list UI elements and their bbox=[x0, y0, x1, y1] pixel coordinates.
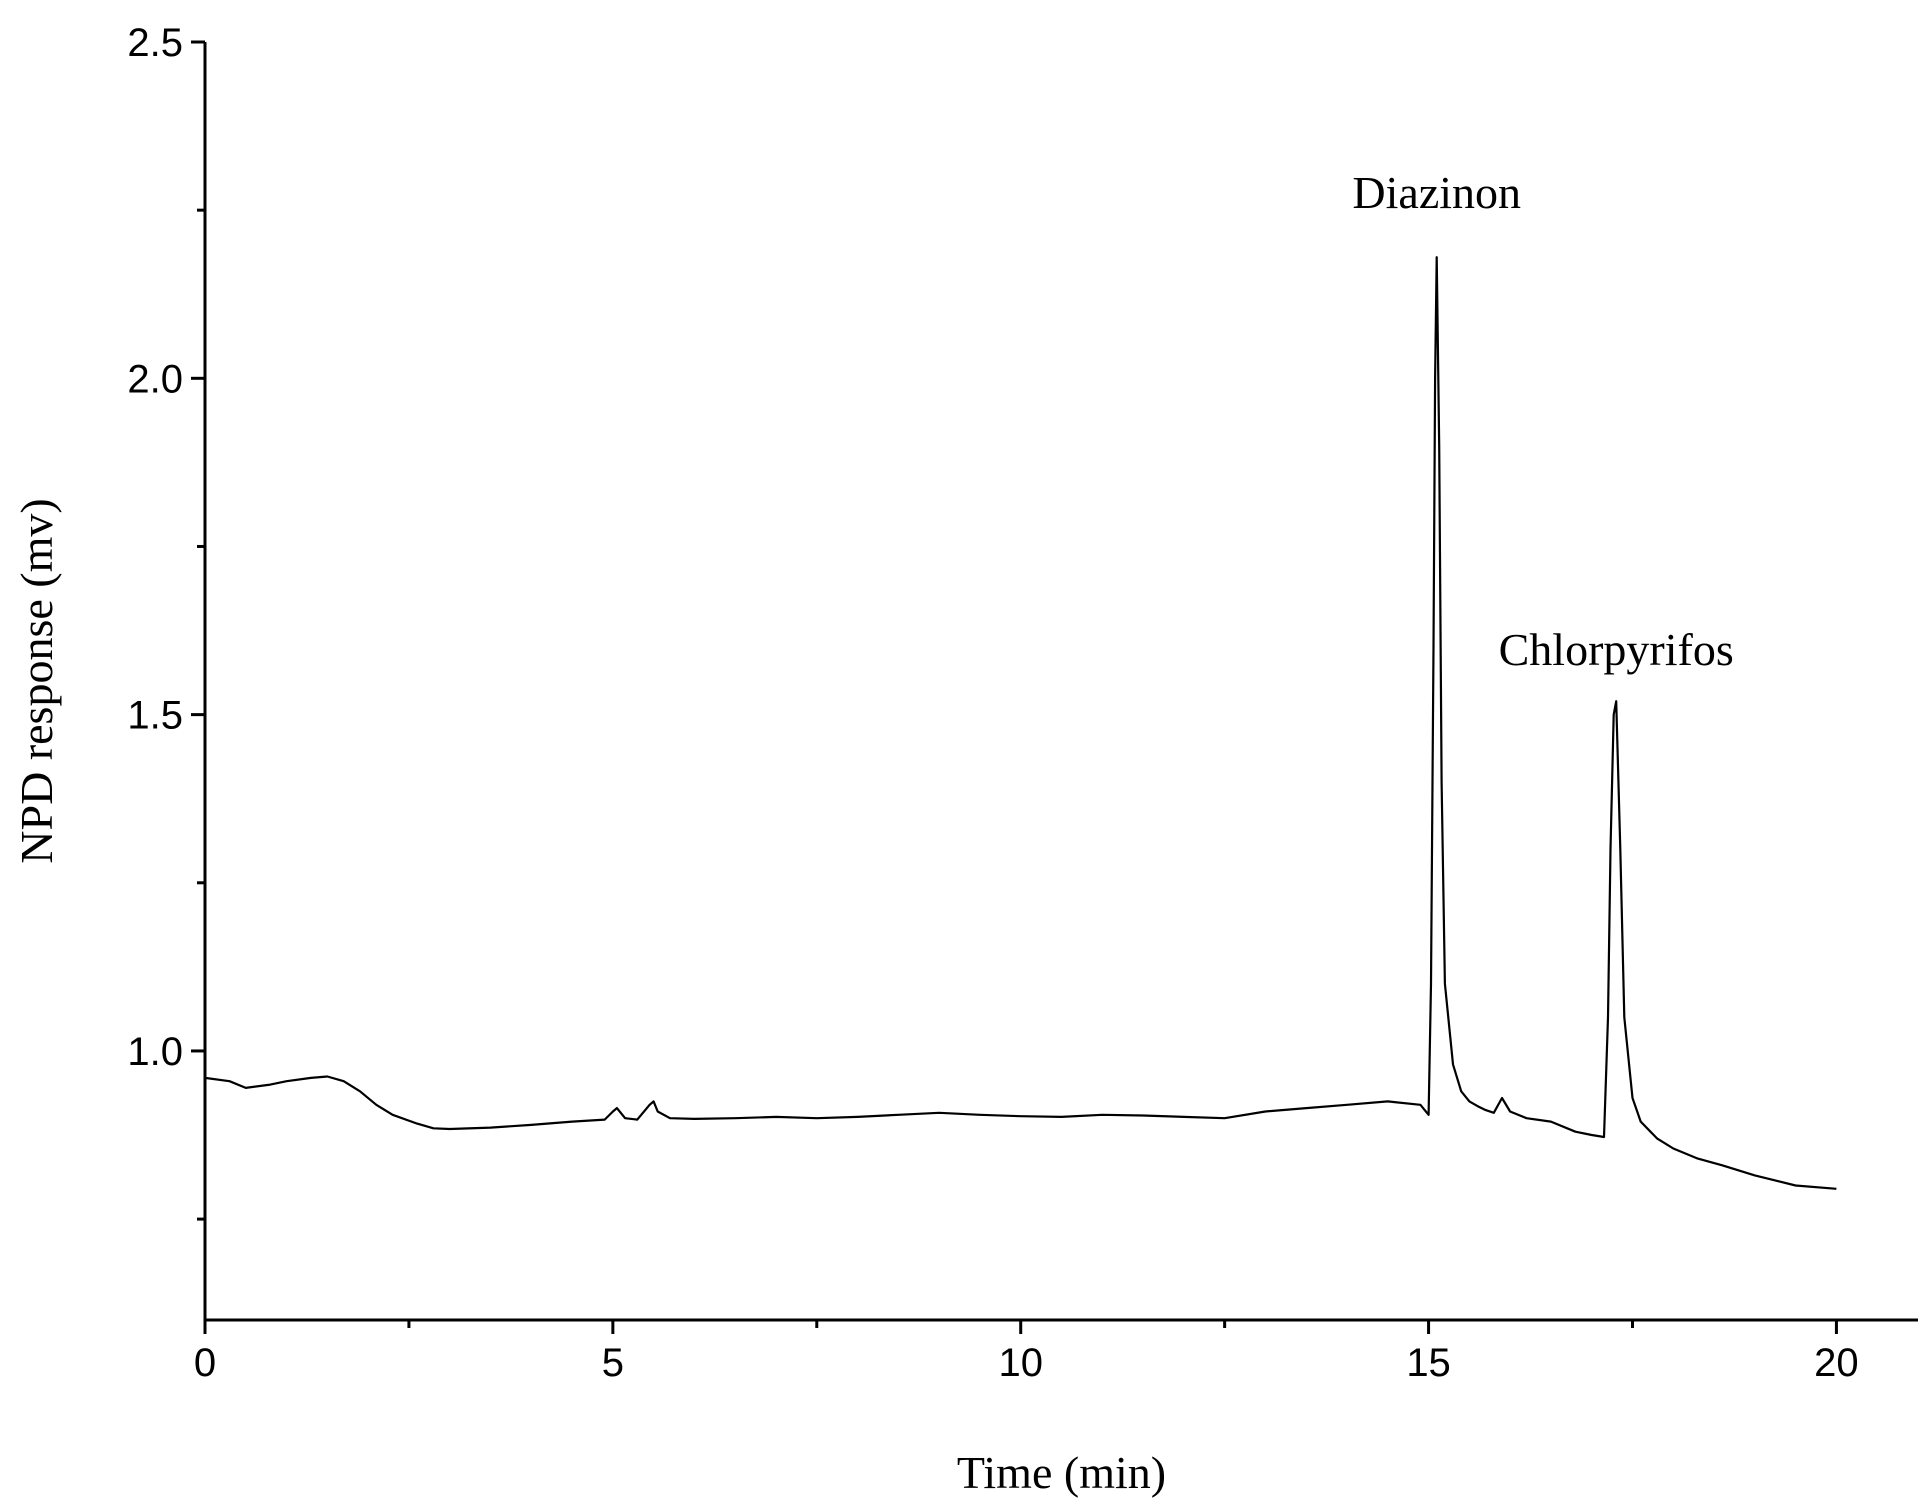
x-tick-label: 20 bbox=[1814, 1341, 1859, 1385]
x-tick-label: 0 bbox=[194, 1341, 216, 1385]
x-ticks: 0 5 10 15 20 bbox=[194, 1320, 1859, 1385]
y-axis-title: NPD response (mv) bbox=[11, 498, 62, 863]
peak-label: Diazinon bbox=[1352, 167, 1521, 218]
y-ticks: 1.0 1.5 2.0 2.5 bbox=[127, 21, 205, 1221]
peak-annotations: Diazinon Chlorpyrifos bbox=[1352, 167, 1733, 675]
x-tick-label: 5 bbox=[602, 1341, 624, 1385]
x-tick-label: 15 bbox=[1406, 1341, 1451, 1385]
x-axis-title: Time (min) bbox=[957, 1447, 1166, 1498]
y-tick-label: 2.5 bbox=[127, 21, 183, 65]
chromatogram-trace bbox=[204, 256, 1837, 1190]
peak-label: Chlorpyrifos bbox=[1499, 624, 1734, 675]
x-tick-label: 10 bbox=[998, 1341, 1043, 1385]
y-tick-label: 2.0 bbox=[127, 357, 183, 401]
y-tick-label: 1.5 bbox=[127, 694, 183, 738]
y-tick-label: 1.0 bbox=[127, 1030, 183, 1074]
